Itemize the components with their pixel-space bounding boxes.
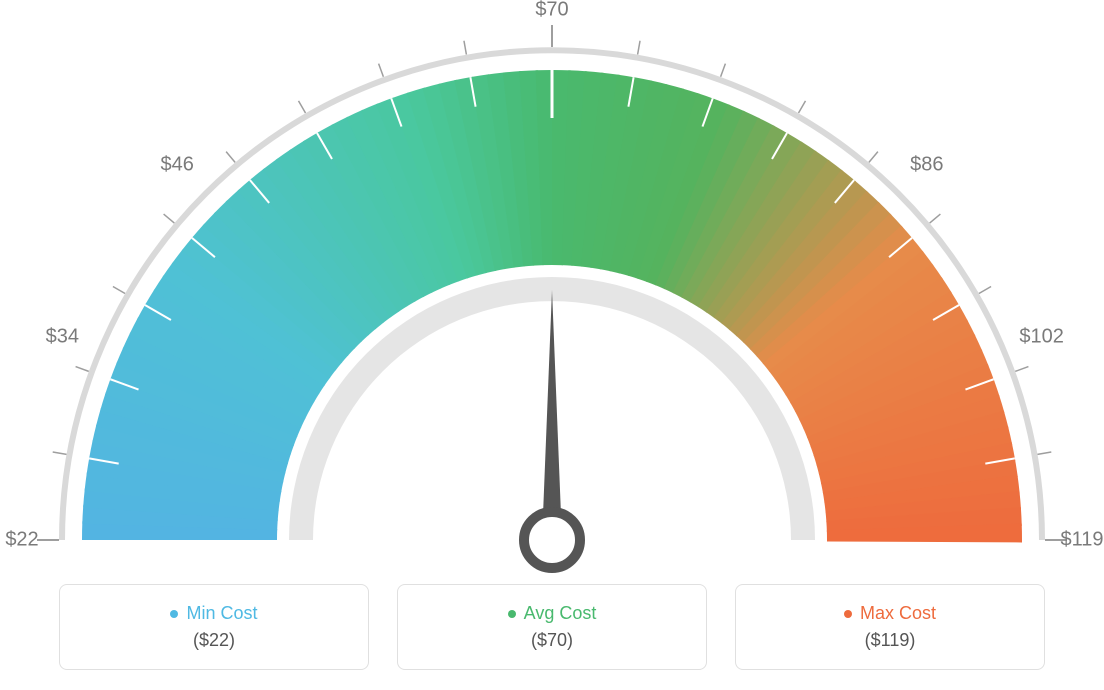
legend-dot-avg (508, 610, 516, 618)
legend-title-row: Max Cost (844, 603, 936, 624)
legend-value-min: ($22) (193, 630, 235, 651)
gauge-tick-label: $119 (1060, 529, 1103, 552)
legend-row: Min Cost ($22) Avg Cost ($70) Max Cost (… (0, 584, 1104, 670)
gauge-area: $22 $34 $46 $70 $86 $102 $119 (0, 0, 1104, 570)
legend-title-row: Avg Cost (508, 603, 597, 624)
legend-card-avg: Avg Cost ($70) (397, 584, 707, 670)
legend-card-min: Min Cost ($22) (59, 584, 369, 670)
legend-title-max: Max Cost (860, 603, 936, 624)
legend-dot-min (170, 610, 178, 618)
legend-title-row: Min Cost (170, 603, 257, 624)
gauge-tick-label: $102 (1019, 326, 1064, 349)
gauge-chart-container: $22 $34 $46 $70 $86 $102 $119 Min Cost ($22) A… (0, 0, 1104, 690)
legend-dot-max (844, 610, 852, 618)
legend-title-avg: Avg Cost (524, 603, 597, 624)
gauge-tick-label: $34 (46, 326, 79, 349)
legend-card-max: Max Cost ($119) (735, 584, 1045, 670)
legend-title-min: Min Cost (186, 603, 257, 624)
gauge-tick-label: $46 (161, 154, 194, 177)
legend-value-avg: ($70) (531, 630, 573, 651)
gauge-tick-label: $70 (535, 0, 568, 22)
gauge-tick-label: $22 (5, 529, 38, 552)
legend-value-max: ($119) (865, 630, 916, 651)
gauge-tick-label: $86 (910, 154, 943, 177)
gauge-svg (0, 0, 1104, 580)
